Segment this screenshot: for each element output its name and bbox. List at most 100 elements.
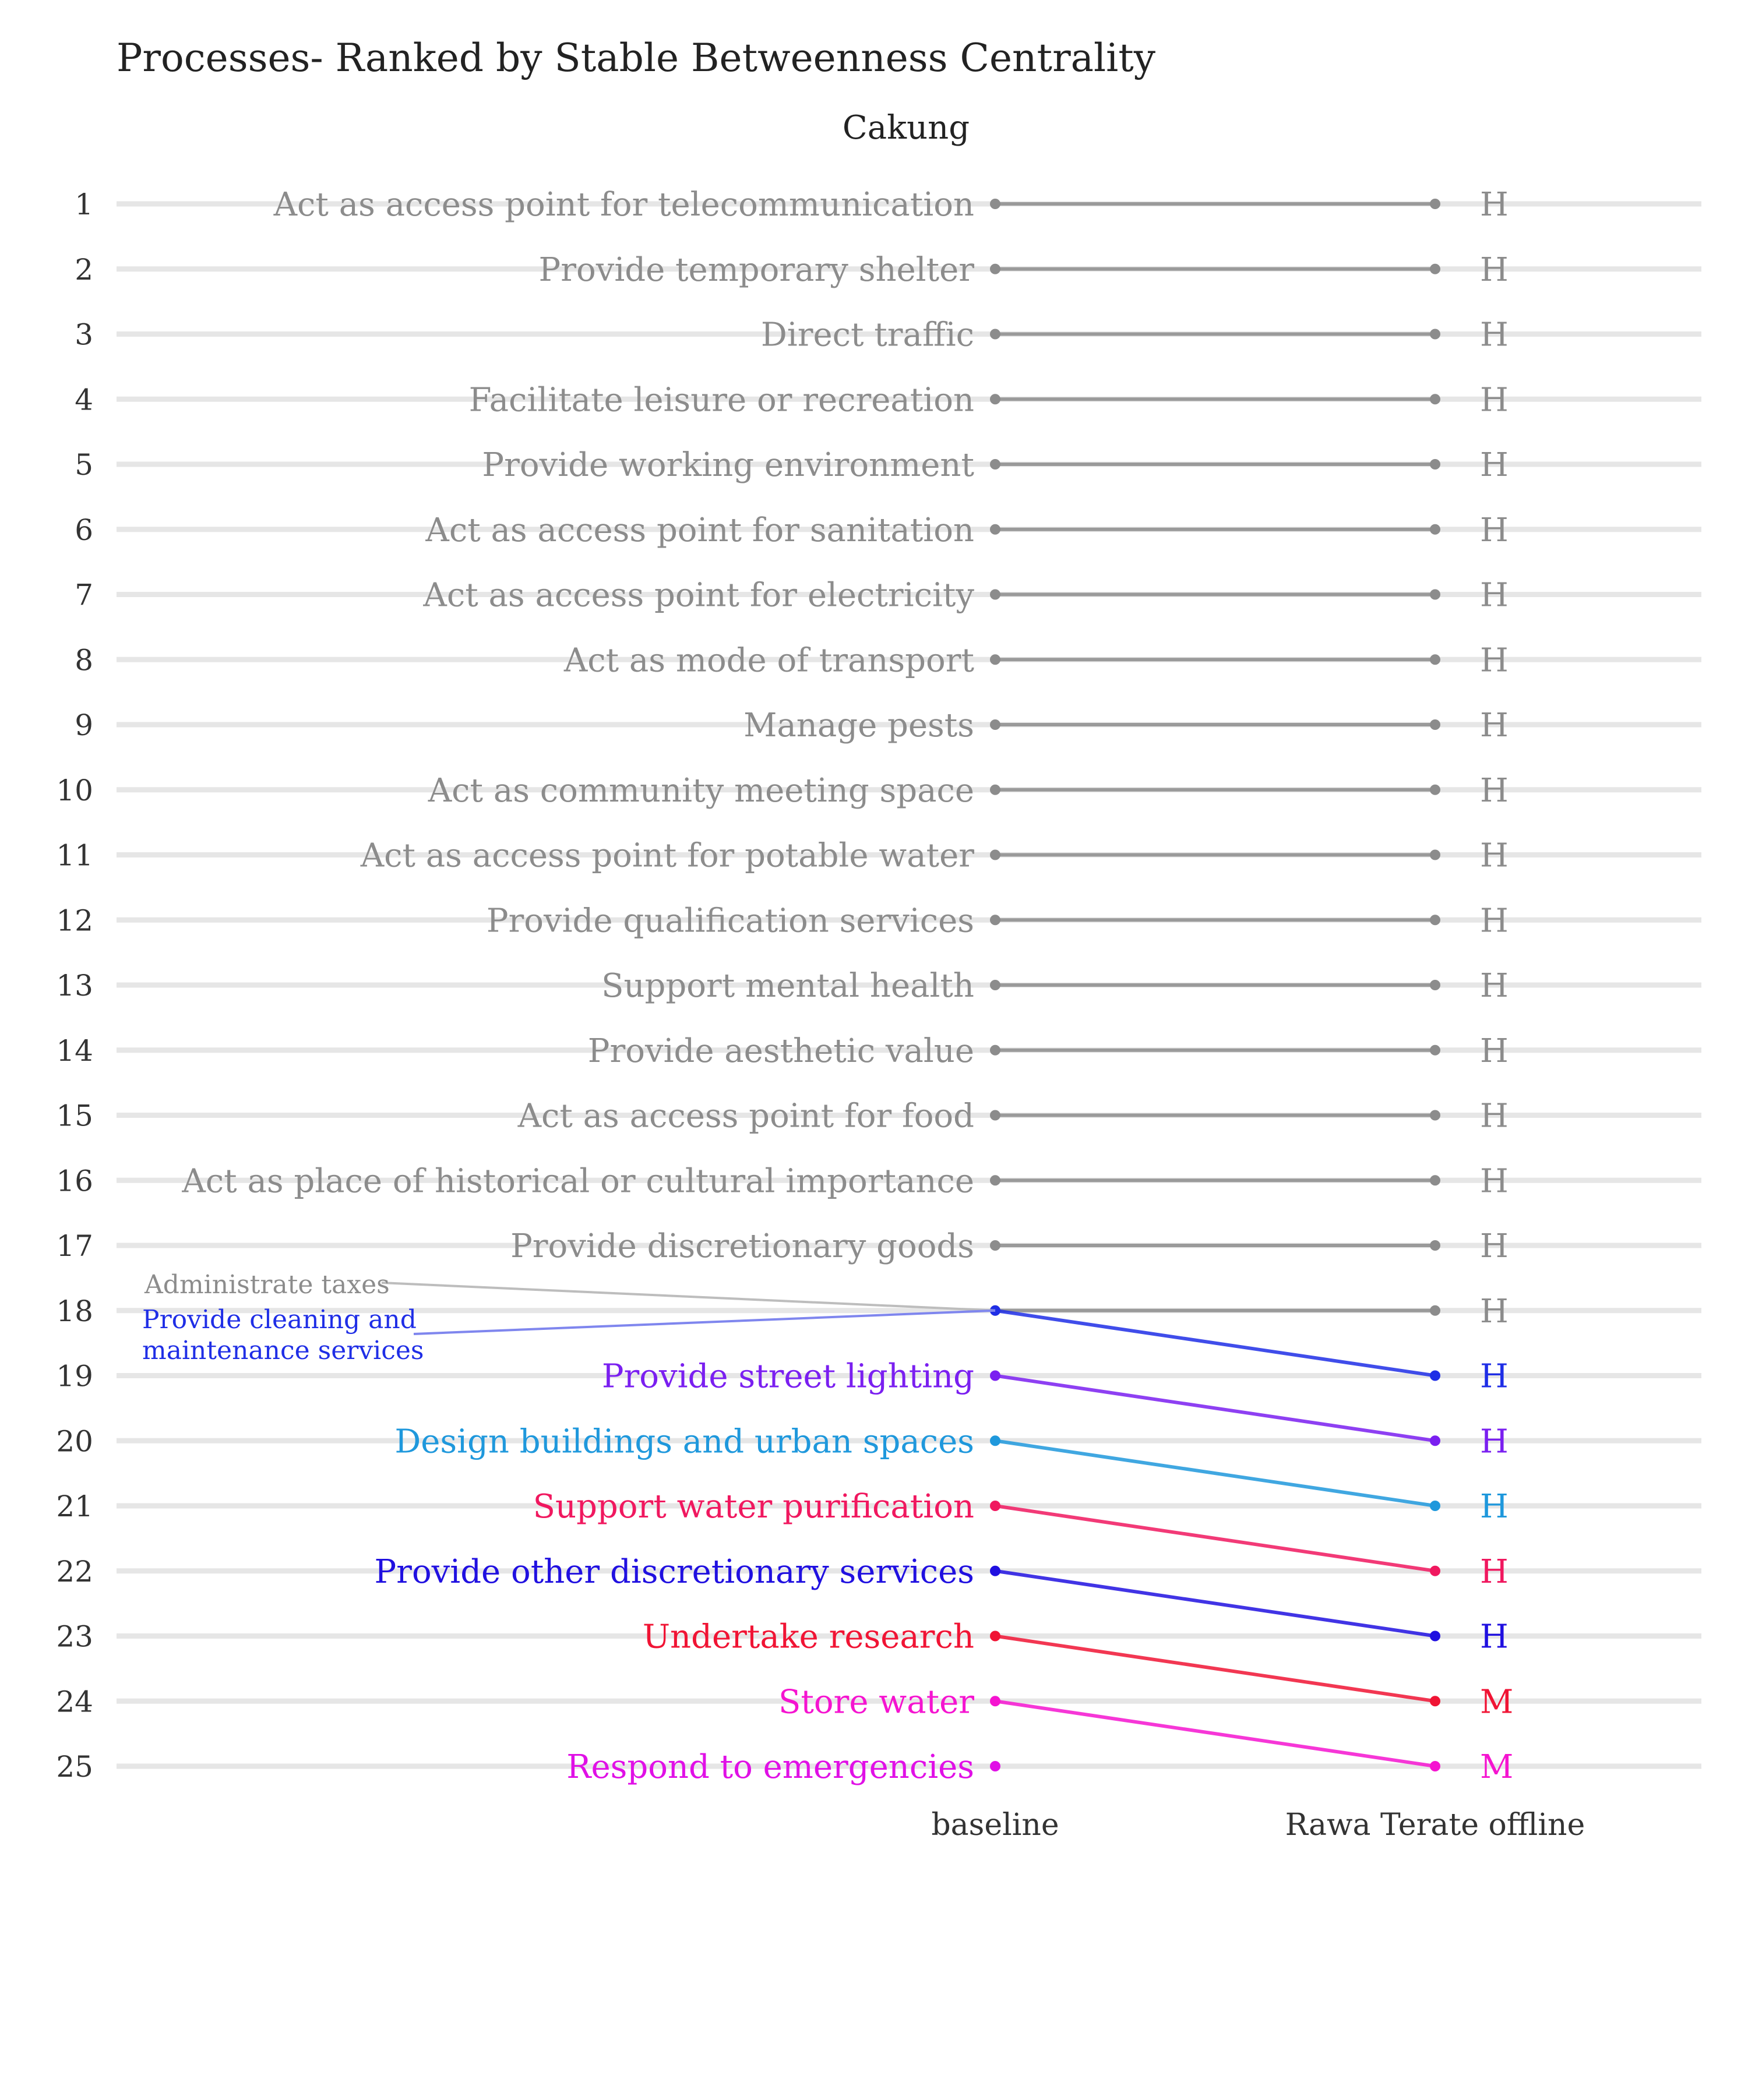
category-label-act-as-place-of-historical-or-cultural-importance: H xyxy=(1480,1162,1509,1200)
chart-subtitle: Cakung xyxy=(843,109,970,147)
point-offline-provide-other-discretionary-services xyxy=(1430,1630,1440,1642)
point-baseline-provide-aesthetic-value xyxy=(990,1044,1000,1056)
series-label-provide-discretionary-goods: Provide discretionary goods xyxy=(510,1227,974,1265)
x-axis: baseline Rawa Terate offline xyxy=(931,1808,1585,1843)
series-line-undertake-research xyxy=(995,1634,1436,1703)
category-label-manage-pests: H xyxy=(1480,707,1509,744)
category-label-store-water: M xyxy=(1480,1748,1513,1786)
rank-label-14: 14 xyxy=(56,1034,93,1068)
rank-label-13: 13 xyxy=(56,969,93,1003)
point-baseline-respond-to-emergencies xyxy=(990,1761,1000,1771)
series-label-act-as-access-point-for-sanitation: Act as access point for sanitation xyxy=(425,511,974,549)
point-offline-act-as-mode-of-transport xyxy=(1430,654,1440,665)
series-label-store-water: Store water xyxy=(778,1683,974,1721)
point-baseline-act-as-access-point-for-food xyxy=(990,1110,1000,1121)
rank-label-20: 20 xyxy=(56,1424,93,1458)
series-lines xyxy=(995,202,1436,1768)
point-baseline-act-as-community-meeting-space xyxy=(990,784,1000,795)
rank-label-2: 2 xyxy=(75,253,93,287)
rank-label-23: 23 xyxy=(56,1620,93,1654)
rank-label-18: 18 xyxy=(56,1294,93,1328)
point-offline-act-as-community-meeting-space xyxy=(1430,784,1440,795)
category-label-provide-discretionary-goods: H xyxy=(1480,1227,1509,1265)
point-baseline-design-buildings-and-urban-spaces xyxy=(990,1435,1000,1446)
callout-label-cleaning-line-1: Provide cleaning and xyxy=(142,1305,417,1335)
point-offline-act-as-access-point-for-food xyxy=(1430,1110,1440,1121)
category-label-act-as-community-meeting-space: H xyxy=(1480,772,1509,810)
category-label-act-as-access-point-for-electricity: H xyxy=(1480,577,1509,615)
x-tick-label-offline: Rawa Terate offline xyxy=(1285,1808,1585,1843)
point-offline-manage-pests xyxy=(1430,719,1440,730)
rank-label-3: 3 xyxy=(75,318,93,352)
rank-label-22: 22 xyxy=(56,1555,93,1589)
rank-label-24: 24 xyxy=(56,1685,93,1718)
series-line-store-water xyxy=(995,1699,1436,1768)
series-label-act-as-mode-of-transport: Act as mode of transport xyxy=(563,641,975,679)
point-offline-direct-traffic xyxy=(1430,329,1440,340)
point-baseline-support-water-purification xyxy=(990,1501,1000,1511)
category-label-support-water-purification: H xyxy=(1480,1553,1509,1591)
point-baseline-provide-qualification-services xyxy=(990,915,1000,926)
category-label-provide-aesthetic-value: H xyxy=(1480,1032,1509,1070)
category-label-facilitate-leisure-or-recreation: H xyxy=(1480,381,1509,419)
rank-label-5: 5 xyxy=(75,448,93,482)
x-tick-label-baseline: baseline xyxy=(931,1808,1059,1843)
point-baseline-provide-street-lighting xyxy=(990,1370,1000,1381)
rank-label-19: 19 xyxy=(56,1360,93,1393)
series-label-provide-qualification-services: Provide qualification services xyxy=(487,902,974,940)
series-label-act-as-community-meeting-space: Act as community meeting space xyxy=(428,772,974,810)
category-label-administrate-taxes: H xyxy=(1480,1293,1509,1330)
series-label-act-as-access-point-for-telecommunication: Act as access point for telecommunicatio… xyxy=(273,186,974,224)
point-offline-facilitate-leisure-or-recreation xyxy=(1430,394,1440,405)
series-label-facilitate-leisure-or-recreation: Facilitate leisure or recreation xyxy=(469,381,974,419)
series-label-support-mental-health: Support mental health xyxy=(601,967,974,1005)
chart-title: Processes- Ranked by Stable Betweenness … xyxy=(117,36,1156,80)
point-offline-provide-discretionary-goods xyxy=(1430,1240,1440,1251)
point-baseline-act-as-access-point-for-sanitation xyxy=(990,524,1000,535)
point-offline-administrate-taxes xyxy=(1430,1305,1440,1316)
point-offline-provide-cleaning-and-maintenance-services xyxy=(1430,1370,1440,1381)
point-baseline-facilitate-leisure-or-recreation xyxy=(990,394,1000,405)
series-label-provide-aesthetic-value: Provide aesthetic value xyxy=(588,1032,974,1070)
series-line-provide-street-lighting xyxy=(995,1374,1436,1443)
series-line-support-water-purification xyxy=(995,1504,1436,1573)
series-label-provide-working-environment: Provide working environment xyxy=(482,446,974,484)
rank-label-17: 17 xyxy=(56,1229,93,1263)
point-baseline-store-water xyxy=(990,1696,1000,1707)
series-label-respond-to-emergencies: Respond to emergencies xyxy=(566,1748,974,1786)
rank-label-4: 4 xyxy=(75,383,93,417)
category-label-direct-traffic: H xyxy=(1480,316,1509,354)
category-label-act-as-access-point-for-potable-water: H xyxy=(1480,837,1509,875)
callout-label-cleaning-line-2: maintenance services xyxy=(142,1336,424,1365)
category-label-act-as-access-point-for-sanitation: H xyxy=(1480,511,1509,549)
rank-label-25: 25 xyxy=(56,1750,93,1784)
callout-label-administrate-taxes: Administrate taxes xyxy=(144,1270,390,1300)
point-baseline-provide-discretionary-goods xyxy=(990,1240,1000,1251)
rank-label-7: 7 xyxy=(75,578,93,612)
series-label-act-as-access-point-for-electricity: Act as access point for electricity xyxy=(422,577,974,615)
series-label-act-as-access-point-for-potable-water: Act as access point for potable water xyxy=(360,837,975,875)
point-baseline-act-as-access-point-for-telecommunication xyxy=(990,199,1000,209)
point-baseline-direct-traffic xyxy=(990,329,1000,340)
series-label-provide-street-lighting: Provide street lighting xyxy=(602,1358,974,1396)
point-offline-provide-working-environment xyxy=(1430,459,1440,470)
point-offline-act-as-access-point-for-telecommunication xyxy=(1430,199,1440,209)
point-baseline-manage-pests xyxy=(990,719,1000,730)
point-offline-act-as-access-point-for-electricity xyxy=(1430,589,1440,600)
callout-line-cleaning xyxy=(413,1309,996,1335)
rank-label-11: 11 xyxy=(56,839,93,873)
series-line-provide-other-discretionary-services xyxy=(995,1569,1436,1638)
rank-label-10: 10 xyxy=(56,774,93,807)
point-baseline-provide-other-discretionary-services xyxy=(990,1565,1000,1576)
series-label-act-as-place-of-historical-or-cultural-importance: Act as place of historical or cultural i… xyxy=(181,1162,974,1200)
series-labels: H Act as access point for telecommunicati… xyxy=(181,186,1513,1786)
point-baseline-support-mental-health xyxy=(990,980,1000,990)
series-label-undertake-research: Undertake research xyxy=(643,1618,974,1656)
point-offline-provide-street-lighting xyxy=(1430,1435,1440,1446)
series-label-manage-pests: Manage pests xyxy=(743,707,974,744)
rank-label-21: 21 xyxy=(56,1490,93,1523)
series-line-design-buildings-and-urban-spaces xyxy=(995,1439,1436,1508)
rank-label-16: 16 xyxy=(56,1164,93,1198)
